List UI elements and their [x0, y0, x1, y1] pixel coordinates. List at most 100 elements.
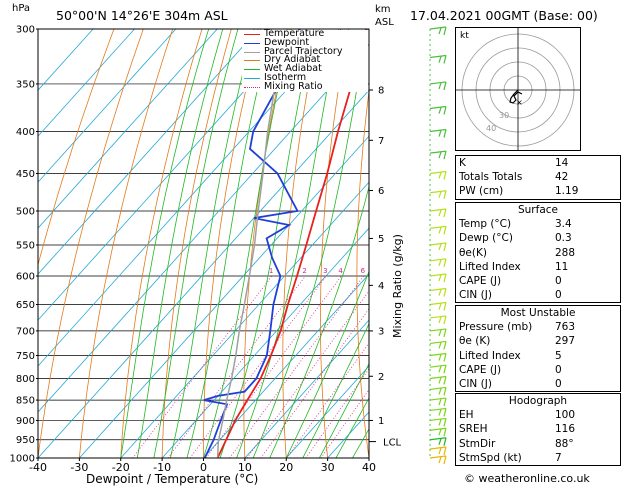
wind-barb-flag — [438, 151, 442, 159]
wind-barb-shaft — [429, 128, 447, 133]
wind-barb-flag — [443, 242, 447, 252]
wind-barb-flag — [443, 341, 447, 350]
y-tick-label: 750 — [16, 351, 35, 362]
wind-barb-shaft — [429, 105, 447, 110]
mixing-ratio-label: 8 — [377, 267, 381, 275]
wind-barb-flag — [443, 302, 447, 311]
wind-barb-flag — [438, 191, 442, 198]
row-value: 88° — [555, 437, 574, 450]
dewpoint-line — [203, 29, 301, 458]
isotherm — [38, 89, 369, 458]
mixing-ratio-line — [286, 342, 369, 458]
table-row: CIN (J) 0 — [456, 288, 620, 302]
row-value: 288 — [555, 246, 576, 259]
wet-adiabat — [170, 29, 255, 458]
wet-adiabat — [319, 362, 369, 458]
table-row: CAPE (J) 0 — [456, 274, 620, 288]
hodograph: kt 40 30 × — [456, 28, 580, 150]
wet-adiabat — [203, 29, 292, 458]
isotherm — [38, 29, 218, 229]
surface-table: Surface Temp (°C) 3.4 Dewp (°C) 0.3 θe(K) 2… — [456, 203, 620, 302]
legend-item-dry-adiabat: Dry Adiabat — [242, 54, 368, 66]
grid-lines: 1 2 3 4 6 8 10 15 20 25 — [38, 29, 423, 458]
wind-barb-flag — [438, 365, 442, 373]
wet-adiabat — [186, 29, 273, 458]
isotherm — [38, 29, 342, 367]
row-value: 763 — [555, 321, 576, 334]
isotherm — [120, 181, 369, 458]
unit-km-2: ASL — [375, 17, 394, 28]
row-value: 14 — [555, 157, 569, 169]
row-label: Temp (°C) — [459, 218, 512, 231]
wind-barb-flag — [438, 227, 442, 234]
plot-frame — [37, 28, 370, 459]
wet-adiabat — [302, 322, 369, 458]
row-value: 11 — [555, 260, 569, 273]
wind-barb-flag — [438, 429, 442, 436]
datetime-title: 17.04.2021 00GMT (Base: 00) — [410, 8, 598, 23]
row-value: 5 — [555, 349, 562, 362]
legend-swatch — [244, 34, 260, 35]
wind-barb-shaft — [429, 301, 447, 306]
mixing-ratio-label: 15 — [414, 267, 423, 275]
km-tick-label: 6 — [378, 186, 384, 197]
wind-barb-flag — [443, 171, 447, 180]
isotherm — [38, 29, 135, 137]
mixing-ratio-line — [167, 275, 306, 458]
wind-barb-flag — [443, 26, 447, 36]
wind-barb-flag — [443, 208, 447, 218]
wind-barb-shaft — [429, 417, 447, 422]
wind-barb-shaft — [429, 446, 447, 450]
table-row: Dewp (°C) 0.3 — [456, 231, 620, 245]
row-label: StmDir — [459, 437, 496, 450]
wind-barb-shaft — [429, 208, 447, 212]
legend-label: Parcel Trajectory — [264, 45, 343, 57]
mixing-ratio-line — [260, 308, 369, 458]
wind-barb-flag — [438, 329, 442, 337]
table-row: Lifted Index 5 — [456, 349, 620, 363]
wet-adiabat — [136, 29, 224, 458]
wind-barb-flag — [443, 353, 447, 362]
row-value: 7 — [555, 451, 562, 464]
table-row: StmSpd (kt) 7 — [456, 451, 620, 465]
wind-barb-flag — [443, 365, 447, 374]
wind-barb-shaft — [429, 81, 447, 85]
row-value: 0 — [555, 363, 562, 376]
wind-barb-flag — [443, 328, 447, 338]
wind-barb-flag — [443, 437, 447, 446]
y-tick-label: 300 — [16, 25, 35, 36]
row-label: CAPE (J) — [459, 363, 502, 376]
wet-adiabat — [285, 270, 369, 458]
y-tick-label: 350 — [16, 79, 35, 90]
mixing-ratio-label: 2 — [302, 267, 306, 275]
wind-barb-shaft — [429, 170, 447, 175]
wind-barb-flag — [438, 243, 442, 251]
wind-barb-shaft — [429, 150, 447, 154]
y-tick-label: 1000 — [10, 454, 35, 465]
row-label: CIN (J) — [459, 378, 492, 391]
wind-barb-shaft — [429, 273, 447, 277]
wind-barb-shaft — [429, 190, 447, 194]
wind-barb-shaft — [429, 375, 447, 380]
wind-barb-flag — [443, 315, 447, 325]
legend-swatch — [244, 86, 260, 88]
legend-label: Dry Adiabat — [264, 54, 321, 66]
legend-swatch — [244, 69, 260, 71]
table-row: Temp (°C) 3.4 — [456, 217, 620, 231]
row-value: 0 — [555, 289, 562, 302]
y-tick-label: 450 — [16, 169, 35, 180]
table-row: Pressure (mb) 763 — [456, 320, 620, 334]
wind-barb-flag — [443, 55, 447, 64]
row-label: Pressure (mb) — [459, 321, 533, 334]
km-tick-label: 1 — [378, 416, 384, 427]
row-label: Lifted Index — [459, 349, 521, 362]
legend: Temperature Dewpoint Parcel Trajectory D… — [242, 29, 368, 92]
y-tick-label: 950 — [16, 435, 35, 446]
row-value: 297 — [555, 335, 576, 348]
legend-item-isotherm: Isotherm — [242, 73, 368, 83]
wind-barb-flag — [443, 226, 447, 235]
dry-adiabat — [320, 29, 350, 458]
wind-barb-flag — [438, 56, 442, 63]
y-tick-label: 900 — [16, 416, 35, 427]
